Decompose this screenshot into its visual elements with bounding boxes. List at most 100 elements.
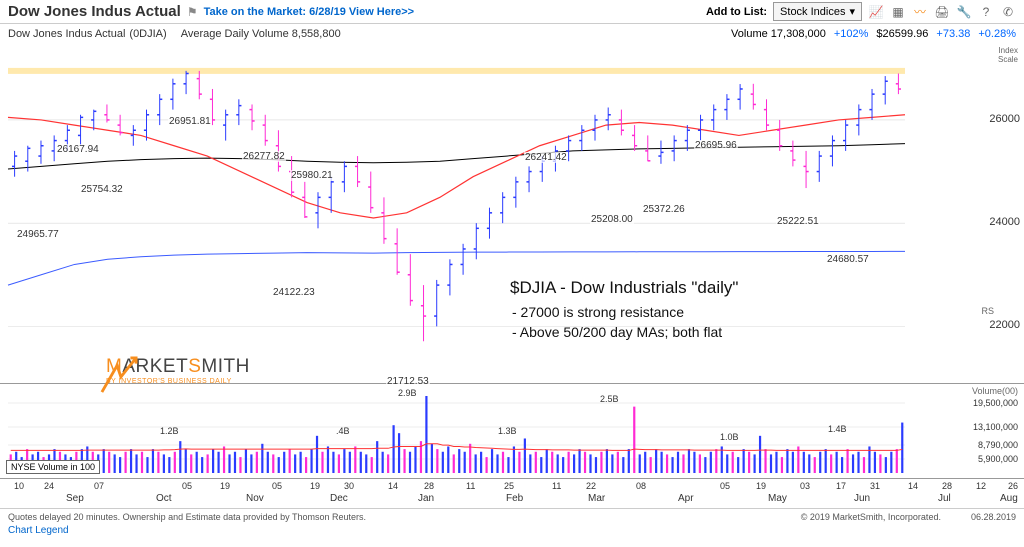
date-day: 05: [720, 481, 730, 491]
volume-stat: Volume 17,308,000: [731, 28, 826, 40]
date-month: Feb: [506, 493, 523, 504]
date-day: 24: [44, 481, 54, 491]
annotation-line: - Above 50/200 day MAs; both flat: [512, 324, 722, 340]
price-label: 25222.51: [776, 216, 820, 227]
date-month: Jul: [938, 493, 951, 504]
date-day: 05: [272, 481, 282, 491]
volume-chart: Volume(00) NYSE Volume in 100 19,500,000…: [0, 384, 1024, 479]
marketsmith-logo: MARKETSMITH BY INVESTOR'S BUSINESS DAILY: [100, 356, 250, 385]
date-day: 28: [424, 481, 434, 491]
chevron-down-icon: ▾: [849, 5, 855, 18]
date-day: 14: [908, 481, 918, 491]
header-bar: Dow Jones Indus Actual ⚑ Take on the Mar…: [0, 0, 1024, 24]
add-to-list-label: Add to List:: [706, 6, 767, 18]
date-day: 14: [388, 481, 398, 491]
price-label: 26167.94: [56, 144, 100, 155]
date-day: 31: [870, 481, 880, 491]
footer-left: Quotes delayed 20 minutes. Ownership and…: [8, 512, 366, 522]
date-day: 19: [220, 481, 230, 491]
flag-icon: ⚑: [187, 5, 198, 19]
date-day: 22: [586, 481, 596, 491]
grid-icon[interactable]: ▦: [890, 4, 906, 20]
date-day: 07: [94, 481, 104, 491]
vol-bar-label: 2.5B: [600, 394, 619, 404]
wave-icon[interactable]: 〰: [912, 4, 928, 20]
date-day: 19: [756, 481, 766, 491]
symbol-name: Dow Jones Indus Actual: [8, 28, 125, 40]
date-axis: 1024070519051930142811251122080519031731…: [0, 479, 1024, 509]
change-pct: +0.28%: [978, 28, 1016, 40]
date-day: 17: [836, 481, 846, 491]
vol-bar-label: 1.4B: [828, 424, 847, 434]
vol-y-tick: 19,500,000: [973, 398, 1018, 408]
price-label: 25372.26: [642, 204, 686, 215]
footer: Quotes delayed 20 minutes. Ownership and…: [0, 509, 1024, 525]
footer-date: 06.28.2019: [971, 512, 1016, 522]
volume-box-label: NYSE Volume in 100: [6, 460, 100, 474]
date-month: Jun: [854, 493, 870, 504]
vol-bar-label: 1.3B: [498, 426, 517, 436]
vol-y-tick: 8,790,000: [978, 440, 1018, 450]
price-label: 25208.00: [590, 214, 634, 225]
footer-copyright: © 2019 MarketSmith, Incorporated.: [801, 512, 941, 522]
date-day: 05: [182, 481, 192, 491]
annotation-line: - 27000 is strong resistance: [512, 304, 684, 320]
volume-label: Volume(00): [972, 386, 1018, 396]
print-icon[interactable]: 🖨: [934, 4, 950, 20]
vol-y-tick: 5,900,000: [978, 454, 1018, 464]
date-day: 28: [942, 481, 952, 491]
vol-bar-label: 1.0B: [720, 432, 739, 442]
page-title: Dow Jones Indus Actual: [8, 3, 181, 20]
date-day: 08: [636, 481, 646, 491]
y-tick: 24000: [989, 216, 1020, 228]
market-link[interactable]: Take on the Market: 6/28/19 View Here>>: [204, 6, 415, 18]
chart-icon[interactable]: 📈: [868, 4, 884, 20]
date-month: Aug: [1000, 493, 1018, 504]
date-day: 25: [504, 481, 514, 491]
date-day: 03: [800, 481, 810, 491]
header-toolbar: Add to List: Stock Indices ▾ 📈 ▦ 〰 🖨 🔧 ?…: [706, 2, 1016, 21]
date-month: Dec: [330, 493, 348, 504]
help-icon[interactable]: ?: [978, 4, 994, 20]
list-dropdown[interactable]: Stock Indices ▾: [773, 2, 862, 21]
vol-y-tick: 13,100,000: [973, 422, 1018, 432]
date-month: Sep: [66, 493, 84, 504]
price-label: 25754.32: [80, 184, 124, 195]
price-label: 26695.96: [694, 140, 738, 151]
phone-icon[interactable]: ✆: [1000, 4, 1016, 20]
date-day: 30: [344, 481, 354, 491]
wrench-icon[interactable]: 🔧: [956, 4, 972, 20]
date-month: Mar: [588, 493, 605, 504]
date-day: 19: [310, 481, 320, 491]
price-label: 24680.57: [826, 254, 870, 265]
date-day: 11: [466, 481, 475, 491]
date-day: 11: [552, 481, 561, 491]
y-tick: 26000: [989, 113, 1020, 125]
y-tick: 22000: [989, 319, 1020, 331]
price-label: 24122.23: [272, 287, 316, 298]
avg-volume: Average Daily Volume 8,558,800: [181, 28, 341, 40]
date-day: 12: [976, 481, 986, 491]
symbol-code: (0DJIA): [129, 28, 166, 40]
vol-bar-label: 2.9B: [398, 388, 417, 398]
dropdown-value: Stock Indices: [780, 6, 845, 18]
subheader-bar: Dow Jones Indus Actual (0DJIA) Average D…: [0, 24, 1024, 44]
annotation-title: $DJIA - Dow Industrials "daily": [510, 278, 738, 298]
price-stat: $26599.96: [876, 28, 928, 40]
chart-legend-link[interactable]: Chart Legend: [0, 525, 1024, 536]
price-label: 24965.77: [16, 229, 60, 240]
date-month: Oct: [156, 493, 172, 504]
price-chart: RS $DJIA - Dow Industrials "daily" MARKE…: [0, 44, 1024, 384]
price-label: 26951.81: [168, 116, 212, 127]
price-label: 26277.82: [242, 151, 286, 162]
date-day: 26: [1008, 481, 1018, 491]
price-label: 25980.21: [290, 170, 334, 181]
date-month: Apr: [678, 493, 694, 504]
rs-label: RS: [981, 306, 994, 316]
price-label: 26241.42: [524, 152, 568, 163]
change-stat: +73.38: [936, 28, 970, 40]
stats-right: Volume 17,308,000 +102% $26599.96 +73.38…: [731, 28, 1016, 40]
volume-pct: +102%: [834, 28, 869, 40]
vol-bar-label: .4B: [336, 426, 350, 436]
vol-bar-label: 1.2B: [160, 426, 179, 436]
